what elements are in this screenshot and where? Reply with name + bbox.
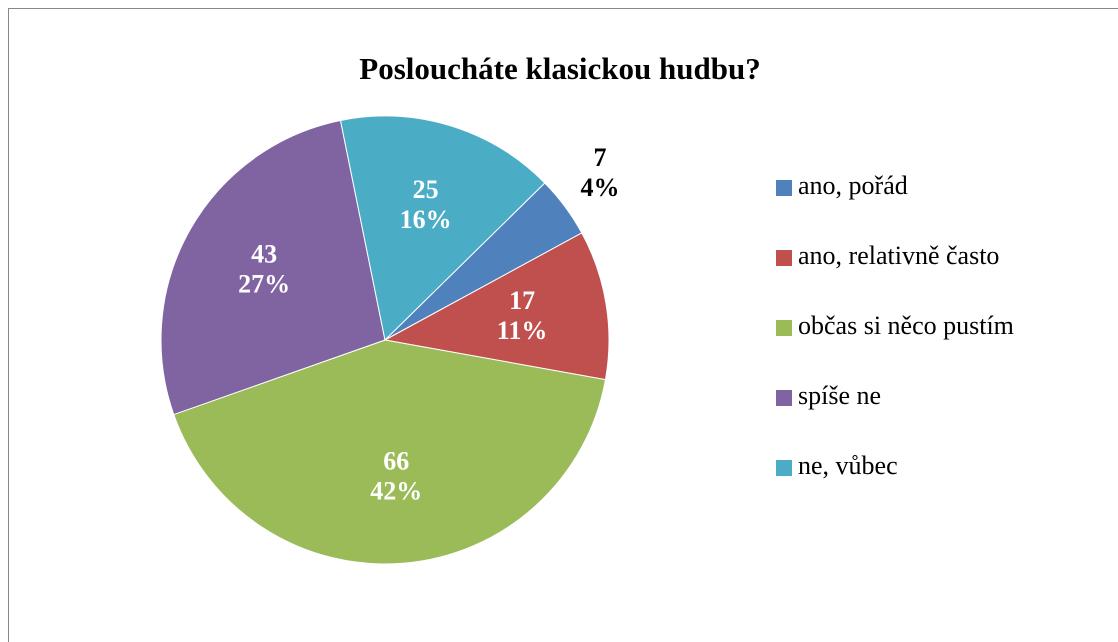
legend-label: ne, vůbec — [798, 451, 898, 480]
data-label: 7 — [594, 143, 607, 172]
pie-slice — [383, 232, 610, 381]
data-label: 43 — [251, 239, 277, 268]
legend-swatch — [776, 390, 792, 406]
legend-swatch — [776, 460, 792, 476]
legend-swatch — [776, 180, 792, 196]
pie-slice — [339, 115, 546, 342]
data-label: 17 — [509, 286, 535, 315]
data-label: 25 — [413, 175, 439, 204]
legend-swatch — [776, 250, 792, 266]
legend-label: ano, pořád — [798, 171, 908, 200]
data-label: 4% — [581, 173, 620, 202]
legend-label: občas si něco pustím — [798, 311, 1014, 340]
data-label: 27% — [238, 269, 290, 298]
data-label: 42% — [370, 476, 422, 505]
legend-label: ano, relativně často — [798, 241, 999, 270]
pie-slice — [160, 119, 386, 416]
data-label: 16% — [400, 205, 452, 234]
pie-slice — [173, 339, 607, 565]
data-label: 11% — [497, 316, 548, 345]
data-label: 66 — [383, 446, 409, 475]
legend-label: spíše ne — [798, 381, 881, 410]
chart-title: Posloucháte klasickou hudbu? — [359, 51, 760, 86]
legend-swatch — [776, 320, 792, 336]
